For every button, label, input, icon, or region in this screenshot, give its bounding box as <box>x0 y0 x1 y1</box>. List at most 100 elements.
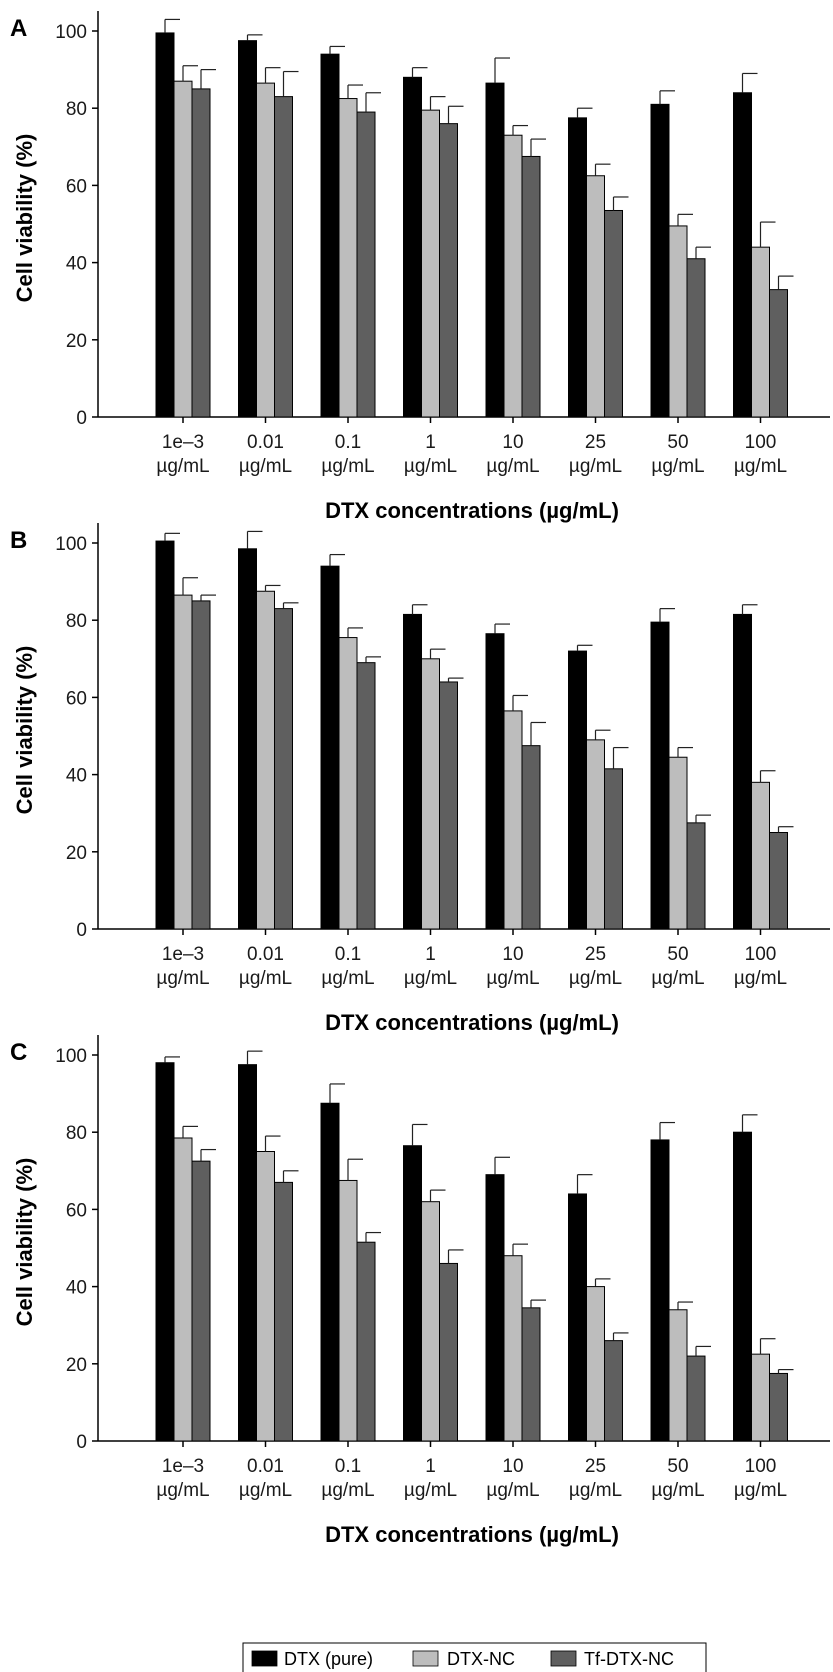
bar-tf-dtx-nc <box>356 662 376 930</box>
bar-dtx-pure <box>568 1193 587 1442</box>
legend-swatch <box>412 1650 439 1667</box>
x-tick-label: 1e–3 <box>162 432 204 453</box>
bar-dtx-pure <box>238 1064 257 1442</box>
x-tick-unit-label: µg/mL <box>486 456 539 477</box>
panel-letter: C <box>10 1039 27 1066</box>
y-tick-label: 0 <box>76 1432 87 1453</box>
bar-dtx-pure <box>320 1102 340 1442</box>
x-tick-label: 0.01 <box>247 1456 284 1477</box>
x-tick-label: 10 <box>502 432 523 453</box>
bar-dtx-nc <box>503 134 523 418</box>
y-tick-label: 100 <box>55 1046 87 1067</box>
x-tick-unit-label: µg/mL <box>404 1480 457 1501</box>
bar-tf-dtx-nc <box>356 111 376 418</box>
x-tick-label: 100 <box>745 944 777 965</box>
bar-dtx-nc <box>586 739 605 930</box>
x-tick-label: 1e–3 <box>162 1456 204 1477</box>
bar-dtx-pure <box>650 1139 670 1442</box>
y-tick-label: 60 <box>66 176 87 197</box>
bar-tf-dtx-nc <box>604 768 623 930</box>
x-tick-unit-label: µg/mL <box>734 1480 787 1501</box>
bar-tf-dtx-nc <box>274 96 293 418</box>
bar-dtx-nc <box>503 710 523 930</box>
bar-dtx-nc <box>586 1286 605 1442</box>
bar-tf-dtx-nc <box>439 123 458 418</box>
x-tick-unit-label: µg/mL <box>486 1480 539 1501</box>
bar-tf-dtx-nc <box>191 1160 211 1442</box>
bar-dtx-pure <box>320 53 340 418</box>
bar-dtx-pure <box>568 117 587 418</box>
x-tick-label: 100 <box>745 432 777 453</box>
y-axis-title: Cell viability (%) <box>12 134 37 303</box>
x-tick-unit-label: µg/mL <box>404 456 457 477</box>
bar-dtx-pure <box>650 621 670 930</box>
y-tick-label: 40 <box>66 254 87 275</box>
x-tick-unit-label: µg/mL <box>734 968 787 989</box>
bar-dtx-pure <box>238 40 257 418</box>
bar-dtx-pure <box>485 82 505 418</box>
legend-label: DTX-NC <box>447 1649 515 1669</box>
bar-dtx-nc <box>751 1353 770 1442</box>
bar-tf-dtx-nc <box>274 1181 293 1442</box>
bar-dtx-nc <box>421 109 440 418</box>
y-tick-label: 40 <box>66 766 87 787</box>
x-tick-label: 1 <box>425 1456 436 1477</box>
bar-dtx-nc <box>751 781 770 930</box>
bar-tf-dtx-nc <box>521 155 541 418</box>
y-tick-label: 0 <box>76 408 87 429</box>
bar-tf-dtx-nc <box>686 822 706 930</box>
bar-dtx-pure <box>485 1174 505 1442</box>
panel-letter: A <box>10 15 27 42</box>
x-tick-unit-label: µg/mL <box>734 456 787 477</box>
x-tick-unit-label: µg/mL <box>239 456 292 477</box>
bar-dtx-pure <box>155 1062 175 1442</box>
bar-dtx-pure <box>733 1131 752 1442</box>
x-tick-unit-label: µg/mL <box>404 968 457 989</box>
bar-dtx-nc <box>256 1151 275 1442</box>
bar-tf-dtx-nc <box>191 88 211 418</box>
bar-tf-dtx-nc <box>521 1307 541 1442</box>
x-tick-label: 10 <box>502 1456 523 1477</box>
x-tick-label: 0.01 <box>247 944 284 965</box>
bar-dtx-nc <box>338 637 358 930</box>
bar-dtx-nc <box>338 98 358 418</box>
bar-dtx-nc <box>338 1179 358 1442</box>
x-tick-unit-label: µg/mL <box>486 968 539 989</box>
legend-swatch <box>550 1650 577 1667</box>
legend: DTX (pure) DTX-NC Tf-DTX-NC <box>242 1642 707 1672</box>
x-tick-label: 0.1 <box>335 944 361 965</box>
bar-dtx-pure <box>238 548 257 930</box>
y-axis-title: Cell viability (%) <box>12 646 37 815</box>
x-axis-title: DTX concentrations (µg/mL) <box>325 498 619 523</box>
x-tick-label: 50 <box>667 432 688 453</box>
bar-dtx-nc <box>668 756 688 930</box>
bar-tf-dtx-nc <box>604 1340 623 1442</box>
y-axis-title: Cell viability (%) <box>12 1158 37 1327</box>
y-tick-label: 20 <box>66 1355 87 1376</box>
x-tick-unit-label: µg/mL <box>239 1480 292 1501</box>
bar-tf-dtx-nc <box>439 681 458 930</box>
bar-tf-dtx-nc <box>769 289 788 418</box>
bar-dtx-nc <box>586 175 605 418</box>
bar-dtx-nc <box>256 590 275 930</box>
bar-tf-dtx-nc <box>439 1262 458 1442</box>
x-tick-unit-label: µg/mL <box>651 456 704 477</box>
bar-dtx-pure <box>155 32 175 418</box>
bar-tf-dtx-nc <box>686 258 706 418</box>
x-tick-label: 25 <box>585 432 606 453</box>
x-tick-unit-label: µg/mL <box>651 968 704 989</box>
y-tick-label: 20 <box>66 331 87 352</box>
bar-dtx-nc <box>503 1255 523 1442</box>
bar-tf-dtx-nc <box>521 745 541 930</box>
bar-tf-dtx-nc <box>604 209 623 418</box>
x-tick-label: 1 <box>425 432 436 453</box>
y-tick-label: 100 <box>55 534 87 555</box>
bar-dtx-pure <box>403 1145 422 1442</box>
bar-dtx-nc <box>668 1309 688 1442</box>
x-tick-unit-label: µg/mL <box>569 968 622 989</box>
bar-tf-dtx-nc <box>769 832 788 930</box>
y-tick-label: 40 <box>66 1278 87 1299</box>
y-tick-label: 0 <box>76 920 87 941</box>
x-tick-label: 25 <box>585 1456 606 1477</box>
